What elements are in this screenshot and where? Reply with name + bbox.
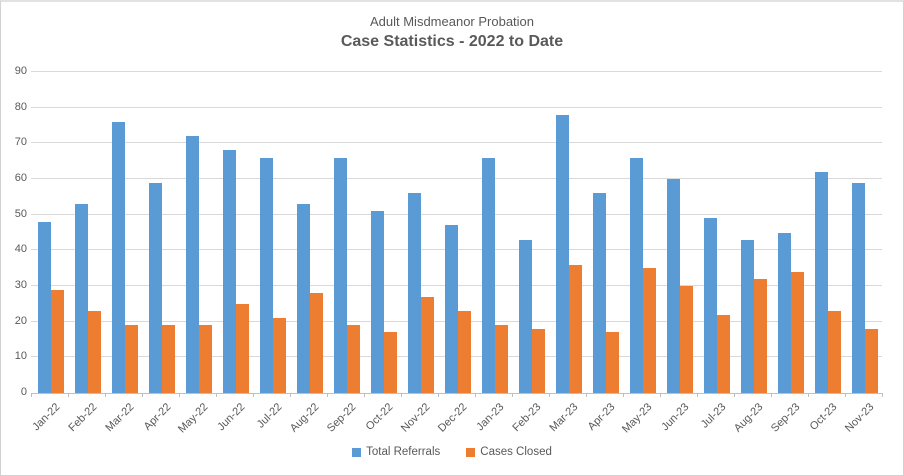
bar-total-referrals[interactable]: [667, 179, 680, 393]
x-axis-tick: [623, 393, 624, 397]
bar-cases-closed[interactable]: [495, 325, 508, 393]
bar-cases-closed[interactable]: [532, 328, 545, 393]
plot-area: [31, 71, 883, 397]
x-axis-tick: [549, 393, 550, 397]
x-axis-tick: [327, 393, 328, 397]
bar-cases-closed[interactable]: [199, 325, 212, 393]
title-block: Adult Misdmeanor Probation Case Statisti…: [1, 13, 903, 52]
x-axis-tick: [660, 393, 661, 397]
gridline-70: [31, 142, 882, 144]
chart-subtitle: Case Statistics - 2022 to Date: [340, 33, 564, 50]
y-axis-tick-label: 30: [14, 279, 27, 291]
x-axis-tick: [105, 393, 106, 397]
bar-total-referrals[interactable]: [38, 221, 51, 393]
bar-total-referrals[interactable]: [297, 203, 310, 393]
bar-cases-closed[interactable]: [717, 314, 730, 393]
bar-cases-closed[interactable]: [347, 325, 360, 393]
y-axis-tick-label: 90: [14, 65, 27, 77]
bar-total-referrals[interactable]: [704, 218, 717, 393]
bar-cases-closed[interactable]: [273, 318, 286, 393]
x-axis-tick: [438, 393, 439, 397]
bar-total-referrals[interactable]: [408, 193, 421, 393]
x-axis-tick: [808, 393, 809, 397]
bar-cases-closed[interactable]: [51, 289, 64, 393]
x-axis-tick: [31, 393, 32, 397]
bar-total-referrals[interactable]: [852, 182, 865, 393]
bar-total-referrals[interactable]: [815, 171, 828, 393]
bar-total-referrals[interactable]: [186, 136, 199, 393]
bar-total-referrals[interactable]: [482, 157, 495, 393]
bar-total-referrals[interactable]: [630, 157, 643, 393]
y-axis-tick-label: 10: [14, 350, 27, 363]
legend-item-total-referrals[interactable]: Total Referrals: [352, 446, 440, 458]
bar-cases-closed[interactable]: [384, 332, 397, 393]
bar-total-referrals[interactable]: [223, 150, 236, 393]
gridline-80: [31, 106, 882, 108]
bar-cases-closed[interactable]: [125, 325, 138, 393]
x-axis-tick: [771, 393, 772, 397]
bar-cases-closed[interactable]: [680, 286, 693, 393]
legend-item-cases-closed[interactable]: Cases Closed: [466, 446, 552, 458]
bar-cases-closed[interactable]: [643, 268, 656, 393]
x-axis-tick: [734, 393, 735, 397]
y-axis-tick-label: 80: [14, 100, 27, 113]
x-axis-tick: [401, 393, 402, 397]
bar-total-referrals[interactable]: [556, 114, 569, 393]
x-axis-tick: [697, 393, 698, 397]
bar-cases-closed[interactable]: [162, 325, 175, 393]
bar-cases-closed[interactable]: [754, 278, 767, 393]
bar-cases-closed[interactable]: [791, 271, 804, 393]
x-axis-tick: [512, 393, 513, 397]
x-axis-tick: [142, 393, 143, 397]
y-axis-tick-label: 60: [14, 172, 27, 184]
y-axis-tick-label: 0: [20, 386, 27, 398]
bar-cases-closed[interactable]: [310, 293, 323, 393]
gridline-90: [31, 71, 882, 72]
bar-total-referrals[interactable]: [260, 157, 273, 393]
legend: Total Referrals Cases Closed: [1, 446, 903, 458]
bar-total-referrals[interactable]: [112, 121, 125, 393]
bar-cases-closed[interactable]: [606, 332, 619, 393]
bar-total-referrals[interactable]: [75, 203, 88, 393]
y-axis-tick-label: 20: [14, 314, 27, 327]
bar-total-referrals[interactable]: [149, 182, 162, 393]
legend-swatch-icon: [352, 447, 362, 457]
bar-cases-closed[interactable]: [865, 328, 878, 393]
bar-total-referrals[interactable]: [741, 239, 754, 393]
legend-swatch-icon: [466, 447, 476, 457]
x-axis-tick: [475, 393, 476, 397]
legend-label: Total Referrals: [366, 446, 441, 458]
gridline-60: [31, 178, 882, 179]
x-axis-tick: [845, 393, 846, 397]
x-axis-tick: [290, 393, 291, 397]
bar-cases-closed[interactable]: [88, 310, 101, 393]
bar-cases-closed[interactable]: [421, 296, 434, 393]
bar-total-referrals[interactable]: [519, 239, 532, 393]
gridline-50: [31, 213, 882, 215]
chart-title: Adult Misdmeanor Probation: [369, 14, 535, 29]
bar-total-referrals[interactable]: [778, 232, 791, 393]
legend-label: Cases Closed: [480, 446, 552, 458]
bar-cases-closed[interactable]: [569, 264, 582, 393]
bar-cases-closed[interactable]: [828, 310, 841, 393]
x-axis-tick: [68, 393, 69, 397]
bar-cases-closed[interactable]: [236, 303, 249, 393]
x-axis-tick: [253, 393, 254, 397]
x-axis-tick: [364, 393, 365, 397]
bar-total-referrals[interactable]: [371, 211, 384, 393]
y-axis-tick-label: 40: [14, 243, 27, 256]
bar-total-referrals[interactable]: [593, 193, 606, 393]
y-axis-tick-label: 50: [14, 207, 27, 220]
bar-cases-closed[interactable]: [458, 310, 471, 393]
y-axis-tick-label: 70: [14, 136, 27, 149]
bar-total-referrals[interactable]: [334, 157, 347, 393]
x-axis-tick: [586, 393, 587, 397]
x-axis-tick: [882, 393, 883, 397]
x-axis-tick: [216, 393, 217, 397]
x-axis-tick: [179, 393, 180, 397]
bar-total-referrals[interactable]: [445, 225, 458, 393]
